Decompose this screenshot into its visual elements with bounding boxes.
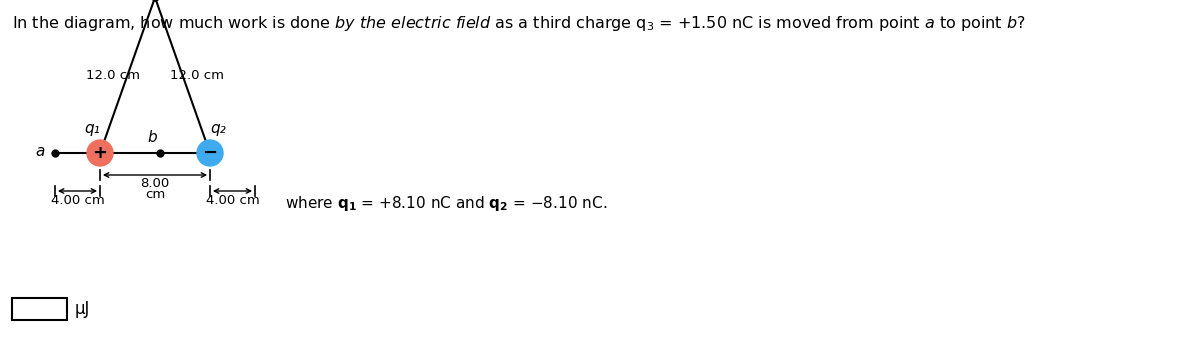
Text: 4.00 cm: 4.00 cm [205,194,259,207]
Text: q₂: q₂ [210,121,226,136]
Text: +: + [92,144,108,162]
Text: b: b [148,130,157,145]
Text: 8.00: 8.00 [140,177,169,190]
Text: μJ: μJ [74,300,90,318]
Text: where $\mathbf{q_1}$ = +8.10 nC and $\mathbf{q_2}$ = $-$8.10 nC.: where $\mathbf{q_1}$ = +8.10 nC and $\ma… [286,194,607,213]
Circle shape [88,140,113,166]
Circle shape [197,140,223,166]
Text: 12.0 cm: 12.0 cm [86,69,140,82]
Text: 12.0 cm: 12.0 cm [169,69,223,82]
Text: a: a [36,144,46,159]
FancyBboxPatch shape [12,298,67,320]
Text: In the diagram, how much work is done $\it{by\ the\ electric\ field}$ as a third: In the diagram, how much work is done $\… [12,14,1026,33]
Text: −: − [203,144,217,162]
Text: q₁: q₁ [84,121,100,136]
Text: 4.00 cm: 4.00 cm [50,194,104,207]
Text: cm: cm [145,188,166,201]
